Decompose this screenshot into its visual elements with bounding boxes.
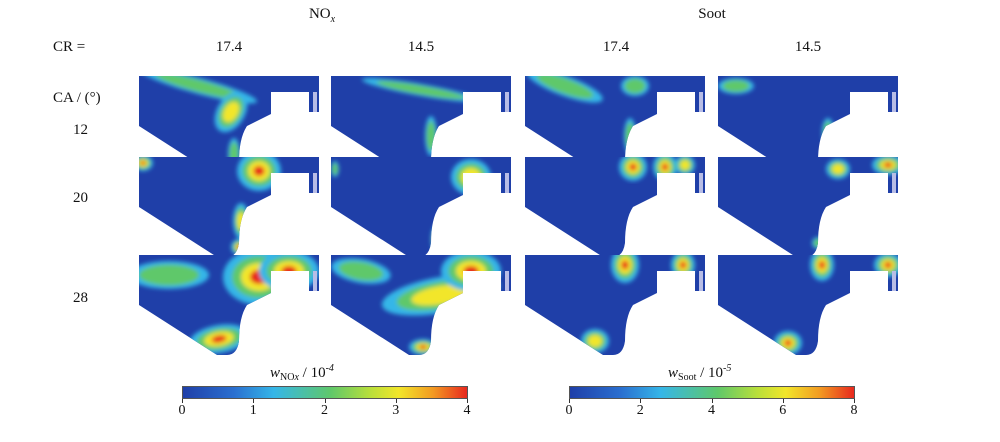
contour-field [718, 157, 898, 257]
contour-panel-nox-145-ca28 [331, 255, 511, 355]
nox-colorbar-tick-label: 0 [178, 403, 186, 418]
nox-colorbar-tick [253, 399, 255, 403]
contour-panel-nox-174-ca28 [139, 255, 319, 355]
nox-colorbar-tick [182, 399, 183, 403]
soot-colorbar-tick-label: 6 [779, 403, 787, 418]
contour-panel-soot-145-ca20 [718, 157, 898, 257]
nox-header-subscript: x [330, 14, 336, 25]
nox-group-header: NOx [309, 6, 335, 25]
soot-colorbar-unit: / 10 [696, 365, 724, 381]
nox-colorbar [182, 386, 468, 399]
nox-colorbar-tick [395, 399, 397, 403]
ca-value-20: 20 [73, 190, 88, 206]
soot-colorbar-tick [782, 399, 784, 403]
contour-panel-nox-174-ca20 [139, 157, 319, 257]
cr-value-soot-1: 17.4 [602, 39, 630, 55]
soot-colorbar-tick-label: 2 [636, 403, 644, 418]
contour-field [525, 255, 705, 355]
nox-colorbar-exponent: -4 [325, 363, 334, 374]
contour-field [718, 255, 898, 355]
ca-value-12: 12 [73, 122, 88, 138]
cr-value-nox-1: 17.4 [215, 39, 243, 55]
nox-colorbar-tick [324, 399, 326, 403]
nox-colorbar-subscript-x: x [294, 372, 299, 383]
nox-colorbar-tick-label: 2 [321, 403, 328, 418]
contour-panel-soot-145-ca28 [718, 255, 898, 355]
contour-field [331, 255, 511, 355]
contour-field [331, 157, 511, 257]
cr-label: CR = [53, 39, 86, 55]
contour-panel-nox-145-ca20 [331, 157, 511, 257]
soot-colorbar-tick-label: 0 [565, 403, 573, 418]
soot-colorbar-tick-label: 8 [850, 403, 858, 418]
contour-panel-soot-174-ca20 [525, 157, 705, 257]
nox-colorbar-tick-label: 4 [463, 403, 471, 418]
contour-field [139, 157, 319, 257]
soot-colorbar-symbol: w [668, 365, 679, 381]
cr-value-soot-2: 14.5 [794, 39, 822, 55]
nox-header-text: NO [308, 6, 331, 22]
soot-colorbar-subscript: Soot [678, 372, 697, 383]
nox-colorbar-unit: / 10 [298, 365, 326, 381]
nox-colorbar-tick-label: 3 [392, 403, 400, 418]
nox-colorbar-tick-label: 1 [249, 403, 257, 418]
soot-colorbar-tick-label: 4 [708, 403, 715, 418]
soot-colorbar-tick [569, 399, 570, 403]
soot-colorbar [569, 386, 855, 399]
nox-colorbar-subscript: NO [280, 372, 295, 383]
nox-colorbar-symbol: w [270, 365, 281, 381]
soot-group-header: Soot [698, 6, 726, 22]
soot-colorbar-tick [854, 399, 855, 403]
contour-field [139, 255, 319, 355]
contour-panel-soot-174-ca28 [525, 255, 705, 355]
cr-value-nox-2: 14.5 [407, 39, 435, 55]
soot-colorbar-exponent: -5 [723, 363, 732, 374]
ca-value-28: 28 [73, 290, 88, 306]
contour-field [525, 157, 705, 257]
soot-colorbar-tick [640, 399, 642, 403]
soot-colorbar-title: wSoot / 10-5 [668, 363, 731, 383]
nox-colorbar-title: wNOx / 10-4 [270, 363, 334, 383]
contour-panel-nox-174-ca12 [139, 76, 319, 176]
ca-label: CA / (°) [53, 90, 101, 106]
nox-colorbar-tick [467, 399, 468, 403]
soot-colorbar-tick [711, 399, 713, 403]
